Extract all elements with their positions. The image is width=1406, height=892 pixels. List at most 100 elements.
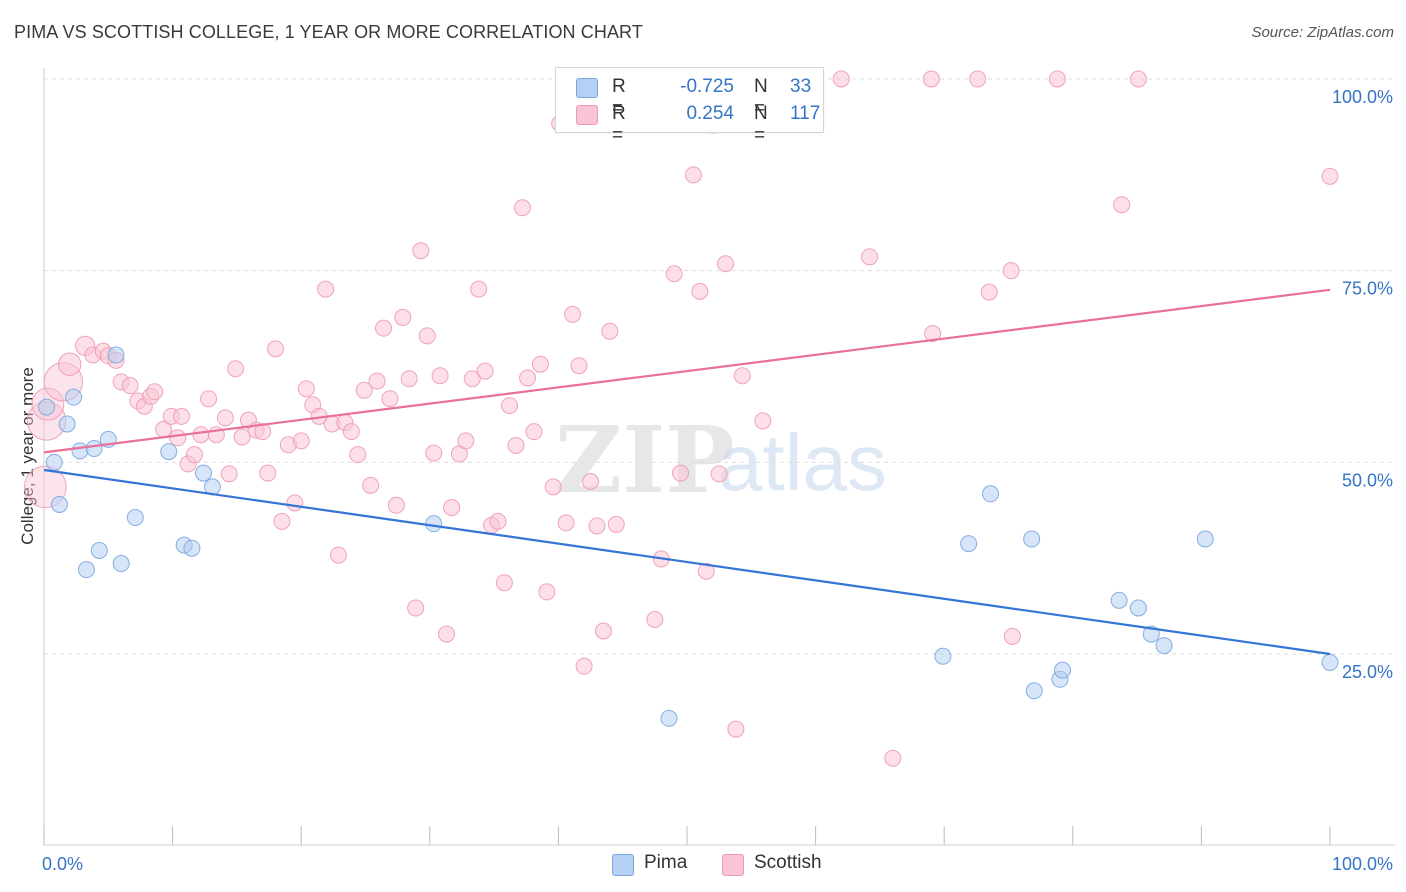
scottish-point (691, 282, 709, 300)
x-tick-label: 100.0% (1332, 854, 1393, 874)
scottish-point (601, 322, 619, 340)
scottish-point (329, 546, 347, 564)
scottish-point (1048, 70, 1066, 88)
pima-point (1321, 653, 1339, 671)
pima-point (934, 647, 952, 665)
legend-r-label: R = (612, 76, 626, 119)
scottish-point (538, 583, 556, 601)
scottish-point (922, 70, 940, 88)
scottish-point (169, 429, 187, 447)
scottish-point (531, 355, 549, 373)
pima-point (107, 346, 125, 364)
scottish-point (381, 390, 399, 408)
scottish-point (884, 749, 902, 767)
scottish-point (407, 599, 425, 617)
scottish-point (266, 340, 284, 358)
pima-point (1155, 637, 1173, 655)
pima-point (1129, 599, 1147, 617)
pima-point (1054, 661, 1072, 679)
pima-point (65, 388, 83, 406)
scottish-point (646, 611, 664, 628)
trend-lines (43, 288, 1331, 656)
scottish-trend-line (43, 288, 1331, 454)
scottish-point (733, 367, 751, 385)
scottish-point (200, 390, 218, 408)
scottish-point (544, 478, 562, 496)
scottish-point (727, 720, 745, 738)
scottish-point (349, 446, 367, 464)
correlation-legend: R = -0.725 N = 33 R = 0.254 N = 117 (555, 67, 824, 146)
axes (43, 68, 1395, 846)
scottish-point (362, 476, 380, 494)
scottish-point (594, 622, 612, 640)
scottish-point (754, 412, 772, 430)
scottish-point (588, 517, 606, 535)
pima-point (90, 542, 108, 559)
scottish-point (1129, 70, 1147, 88)
scottish-point (233, 428, 251, 446)
scottish-point (463, 370, 481, 388)
pima-point (183, 539, 201, 557)
scottish-point (400, 370, 418, 388)
scottish-point (387, 496, 405, 514)
scottish-points (23, 70, 1339, 767)
scottish-point (438, 625, 456, 643)
scottish-point (672, 464, 690, 482)
scottish-point (457, 432, 475, 450)
scottish-point (443, 499, 461, 517)
scottish-point (519, 369, 537, 387)
pima-point (1196, 530, 1214, 548)
pima-point (1023, 530, 1041, 548)
scottish-point (292, 432, 310, 450)
scottish-point (476, 362, 494, 380)
scottish-point (832, 70, 850, 88)
pima-point (50, 496, 68, 513)
scottish-point (470, 280, 488, 298)
watermark-atlas: atlas (718, 418, 887, 507)
chart-title: PIMA VS SCOTTISH COLLEGE, 1 YEAR OR MORE… (14, 22, 643, 42)
scottish-point (418, 327, 436, 345)
scottish-point (495, 574, 513, 592)
y-tick-label: 100.0% (1332, 87, 1393, 107)
scottish-point (185, 446, 203, 464)
scottish-point (1113, 196, 1131, 214)
scottish-point (192, 426, 210, 444)
scottish-point (368, 372, 386, 390)
scottish-point (121, 377, 139, 395)
source-credit: Source: ZipAtlas.com (1251, 24, 1394, 41)
scottish-point (710, 465, 728, 483)
scottish-point (412, 242, 430, 260)
legend-n-label: N = (754, 103, 768, 146)
scottish-point (564, 305, 582, 323)
scottish-point (582, 473, 600, 490)
scottish-point (1321, 167, 1339, 185)
x-tick-label: 0.0% (42, 854, 83, 874)
scottish-point (431, 367, 449, 385)
scottish-point (273, 512, 291, 530)
scottish-point (665, 265, 683, 283)
y-tick-label: 50.0% (1342, 470, 1393, 490)
pima-point (45, 453, 63, 471)
pima-point (77, 561, 95, 579)
y-tick-label: 75.0% (1342, 279, 1393, 299)
watermark: ZIP atlas (555, 406, 887, 514)
scottish-point (557, 514, 575, 532)
scottish-point (227, 360, 245, 378)
scottish-point (684, 166, 702, 184)
pima-point (660, 709, 678, 727)
pima-trend-line (43, 468, 1331, 656)
scottish-point (1002, 262, 1020, 280)
pima-legend-swatch (612, 854, 634, 876)
pima-point (425, 515, 443, 533)
scottish-point (425, 444, 443, 462)
scottish-point (697, 562, 715, 580)
legend-r-value: 0.254 (686, 103, 734, 124)
pima-point (981, 485, 999, 503)
scottish-point (259, 464, 277, 482)
pima-point (112, 555, 130, 573)
pima-point (38, 398, 56, 416)
scottish-point (355, 381, 373, 399)
scottish-point (570, 357, 588, 375)
legend-r-value: -0.725 (680, 76, 734, 97)
pima-legend-label: Pima (644, 852, 688, 873)
